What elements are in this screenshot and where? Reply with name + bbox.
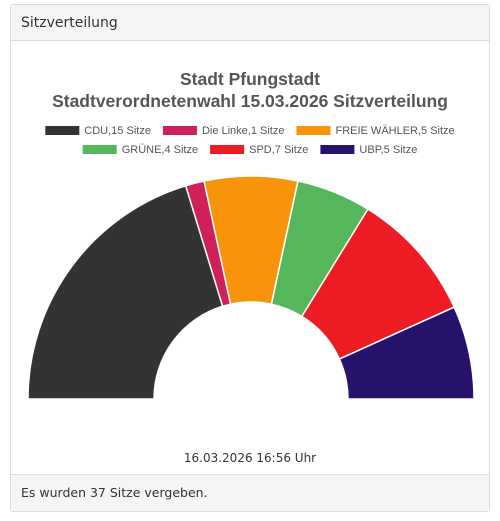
legend-label-grüne: GRÜNE,4 Sitze [122,144,198,156]
legend-label-spd: SPD,7 Sitze [249,144,308,156]
legend-label-cdu: CDU,15 Sitze [84,125,151,137]
legend-swatch-grüne [82,145,117,154]
legend-item-ubp[interactable]: UBP,5 Sitze [320,144,417,156]
slice-cdu[interactable] [27,184,224,400]
legend-swatch-freie-wähler [296,126,331,135]
legend-item-spd[interactable]: SPD,7 Sitze [210,144,308,156]
legend-item-grüne[interactable]: GRÜNE,4 Sitze [82,144,198,156]
legend-swatch-ubp [320,145,355,154]
legend-item-die-linke[interactable]: Die Linke,1 Sitze [162,125,285,137]
legend-label-die-linke: Die Linke,1 Sitze [202,125,285,137]
chart-title: Stadt Pfungstadt [180,69,320,89]
update-timestamp: 16.03.2026 16:56 Uhr [184,451,316,465]
chart-subtitle: Stadtverordnetenwahl 15.03.2026 Sitzvert… [52,91,448,111]
legend-swatch-spd [210,145,245,154]
legend-label-ubp: UBP,5 Sitze [359,144,417,156]
panel-footer: Es wurden 37 Sitze vergeben. [11,474,489,511]
seat-chart: Stadt Pfungstadt Stadtverordnetenwahl 15… [27,69,475,465]
legend-item-freie-wähler[interactable]: FREIE WÄHLER,5 Sitze [296,125,455,137]
legend-label-freie-wähler: FREIE WÄHLER,5 Sitze [335,125,454,137]
legend-item-cdu[interactable]: CDU,15 Sitze [45,125,151,137]
chart-container: Stadt Pfungstadt Stadtverordnetenwahl 15… [11,41,489,473]
chart-legend: CDU,15 Sitze Die Linke,1 Sitze FREIE WÄHLE… [45,125,455,156]
slice-ubp[interactable] [338,306,475,400]
seat-distribution-panel: Sitzverteilung Stadt Pfungstadt Stadtver… [10,4,490,512]
panel-header: Sitzverteilung [11,5,489,41]
legend-swatch-cdu [45,126,80,135]
chart-slices [27,175,475,400]
legend-swatch-die-linke [162,126,197,135]
